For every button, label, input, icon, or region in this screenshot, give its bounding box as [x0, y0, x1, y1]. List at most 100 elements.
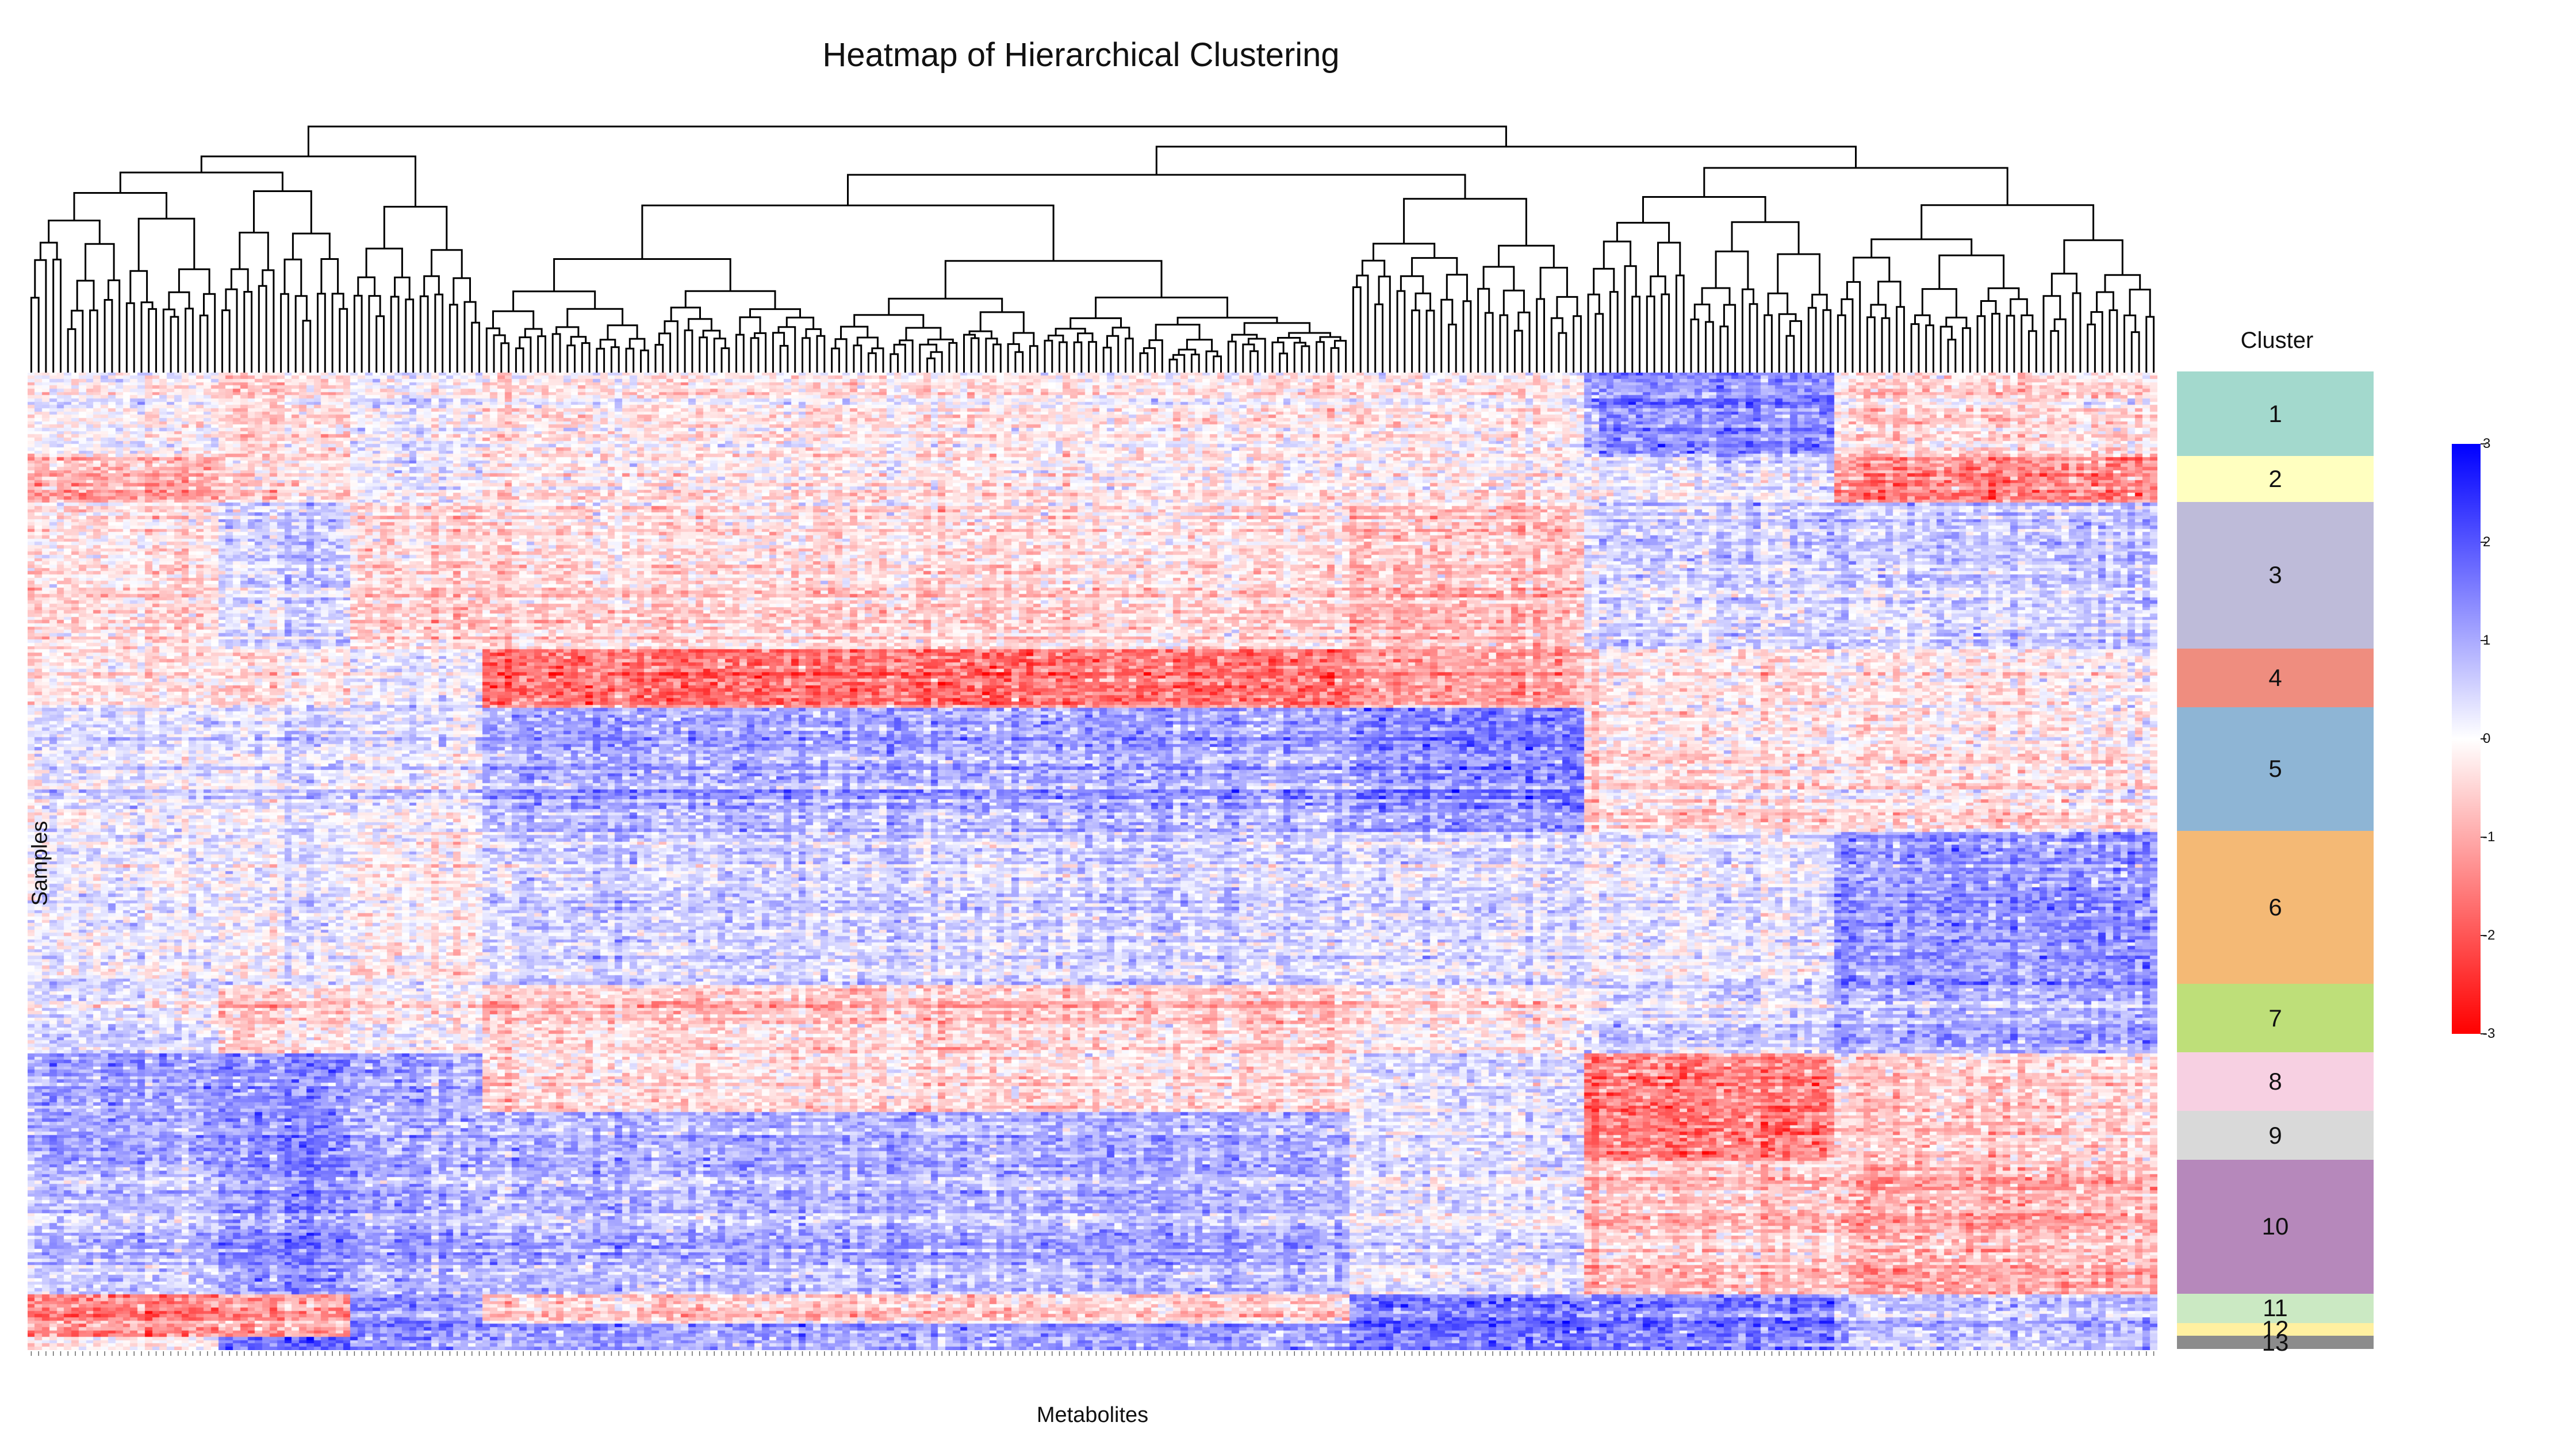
dendrogram-link-226 [1749, 303, 1758, 373]
dendrogram-link-112 [890, 353, 899, 373]
column-dendrogram [30, 125, 2155, 373]
dendrogram-link-14 [140, 301, 154, 373]
dendrogram-link-124 [992, 343, 1002, 373]
dendrogram-link-79 [566, 308, 624, 327]
dendrogram-link-136 [1073, 341, 1083, 373]
dendrogram-link-235 [1822, 309, 1832, 373]
dendrogram-link-4 [67, 328, 76, 373]
dendrogram-link-196 [1517, 311, 1531, 373]
dendrogram-link-109 [871, 347, 884, 373]
colorbar-tick-label: -3 [2483, 1026, 2496, 1041]
cluster-band-8: 8 [2177, 1052, 2374, 1111]
dendrogram-link-45 [357, 276, 375, 296]
dendrogram-link-156 [1227, 340, 1237, 373]
dendrogram-link-204 [1539, 267, 1568, 299]
dendrogram-link-256 [1921, 288, 1957, 318]
dendrogram-link-120 [905, 327, 942, 340]
dendrogram-link-146 [1143, 347, 1156, 373]
dendrogram-link-62 [515, 347, 524, 373]
dendrogram-link-225 [1701, 287, 1731, 305]
colorbar-tick-label: 1 [2483, 632, 2491, 648]
dendrogram-link-187 [1440, 298, 1454, 373]
colorbar-tick-label: 0 [2483, 731, 2491, 746]
dendrogram-link-55 [463, 301, 477, 373]
dendrogram-link-99 [816, 335, 826, 373]
dendrogram-link-26 [225, 288, 238, 373]
dendrogram-link-138 [1077, 332, 1094, 343]
colorbar-tick-mark [2481, 1033, 2486, 1034]
dendrogram-link-162 [1271, 341, 1285, 373]
dendrogram-link-176 [1352, 286, 1362, 373]
dendrogram-link-242 [1846, 281, 1861, 373]
cluster-band-1: 1 [2177, 371, 2374, 457]
dendrogram-link-35 [283, 258, 302, 296]
dendrogram-link-60 [493, 334, 506, 373]
dendrogram-link-73 [610, 346, 620, 373]
dendrogram-link-107 [853, 344, 862, 373]
dendrogram-link-206 [1403, 198, 1527, 246]
dendrogram-link-164 [1293, 342, 1306, 373]
dendrogram-link-83 [664, 320, 678, 373]
dendrogram-link-282 [1920, 204, 2095, 240]
dendrogram-link-100 [805, 328, 822, 338]
dendrogram-link-189 [1446, 274, 1468, 301]
dendrogram-link-18 [185, 308, 194, 373]
dendrogram-link-188 [1462, 300, 1472, 373]
dendrogram-link-254 [1962, 327, 1971, 373]
cluster-label: 11 [2263, 1294, 2288, 1322]
dendrogram-link-275 [2096, 291, 2114, 312]
cluster-label: 8 [2268, 1068, 2282, 1095]
cluster-label: 3 [2268, 561, 2282, 589]
dendrogram-link-285 [847, 174, 1466, 206]
dendrogram-link-46 [390, 296, 400, 373]
dendrogram-link-95 [779, 344, 789, 373]
dendrogram-link-9 [108, 279, 121, 373]
cluster-band-10: 10 [2177, 1160, 2374, 1294]
dendrogram-link-148 [1168, 358, 1178, 373]
dendrogram-link-221 [1705, 321, 1714, 373]
dendrogram-link-212 [1624, 265, 1637, 373]
cluster-label: 2 [2268, 465, 2282, 492]
dendrogram-link-24 [73, 192, 167, 221]
chart-title: Heatmap of Hierarchical Clustering [822, 36, 1340, 74]
dendrogram-link-217 [1675, 274, 1685, 373]
dendrogram-link-267 [2050, 330, 2060, 373]
dendrogram-link-250 [1925, 324, 1934, 373]
dendrogram-link-220 [1690, 319, 1700, 373]
dendrogram-link-133 [1044, 339, 1053, 373]
dendrogram-link-81 [654, 344, 664, 373]
dendrogram-link-279 [2129, 289, 2151, 317]
dendrogram-link-28 [230, 268, 249, 292]
dendrogram-link-229 [1764, 314, 1773, 373]
dendrogram-link-114 [899, 339, 914, 373]
dendrogram-link-85 [699, 336, 708, 373]
colorbar-tick-label: 3 [2483, 436, 2491, 451]
cluster-band-6: 6 [2177, 831, 2374, 984]
dendrogram-link-84 [684, 329, 693, 373]
cluster-band-9: 9 [2177, 1111, 2374, 1160]
cluster-label: 5 [2268, 755, 2282, 783]
dendrogram-link-7 [76, 279, 95, 311]
dendrogram-link-152 [1213, 355, 1222, 373]
cluster-label: 6 [2268, 894, 2282, 921]
dendrogram-link-270 [2072, 292, 2082, 373]
cluster-label: 10 [2261, 1213, 2289, 1240]
dendrogram-link-51 [434, 293, 444, 373]
dendrogram-link-137 [1088, 341, 1097, 373]
dendrogram-link-8 [103, 299, 113, 373]
dendrogram-link-108 [867, 352, 877, 373]
dendrogram-link-258 [1991, 313, 2000, 373]
dendrogram-link-166 [1316, 341, 1325, 373]
dendrogram-link-22 [178, 268, 210, 294]
dendrogram-link-245 [1870, 304, 1887, 319]
dendrogram-link-72 [596, 347, 605, 373]
colorbar-tick-label: -1 [2483, 829, 2496, 845]
dendrogram-link-144 [1070, 317, 1122, 329]
dendrogram-link-203 [1556, 296, 1578, 319]
dendrogram-link-265 [1938, 254, 2005, 289]
dendrogram-link-5 [71, 309, 84, 373]
dendrogram-link-281 [2063, 239, 2123, 275]
dendrogram-link-94 [739, 316, 761, 335]
dendrogram-link-197 [1502, 289, 1525, 316]
dendrogram-link-54 [471, 321, 480, 373]
